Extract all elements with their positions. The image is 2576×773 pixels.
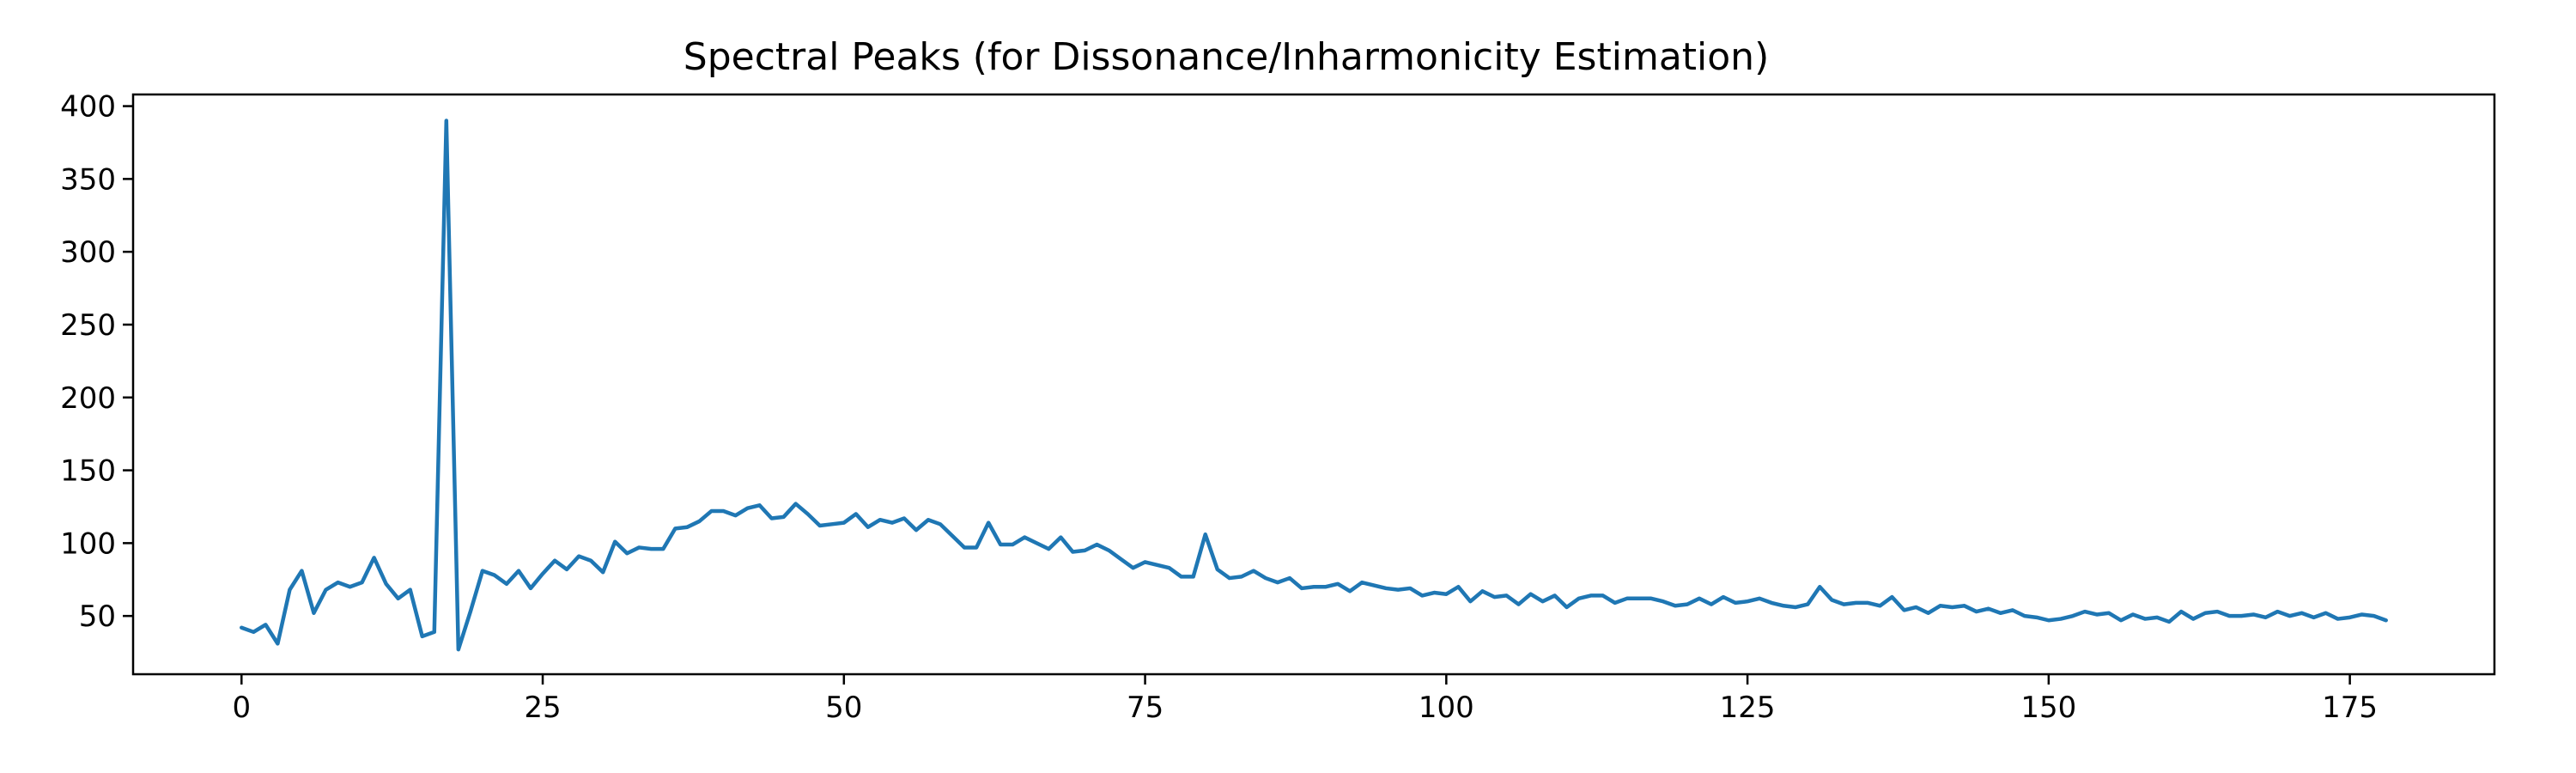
- y-tick-label: 150: [60, 454, 116, 489]
- y-tick-label: 200: [60, 381, 116, 416]
- plot-area: 0 25 50 75 100 125 150 175 50 100 150 200 250 300 350 4…: [60, 90, 2496, 725]
- x-tick-label: 125: [1720, 691, 1776, 725]
- x-tick-label: 100: [1419, 691, 1474, 725]
- series-line: [240, 119, 2388, 652]
- x-tick-label: 175: [2322, 691, 2378, 725]
- x-tick-label: 25: [524, 691, 561, 725]
- y-tick-label: 100: [60, 526, 116, 561]
- y-tick-label: 300: [60, 235, 116, 270]
- axes-frame: [131, 93, 2496, 676]
- x-tick-label: 75: [1127, 691, 1163, 725]
- y-tick-label: 400: [60, 90, 116, 125]
- y-tick-label: 250: [60, 308, 116, 343]
- x-tick-label: 50: [825, 691, 862, 725]
- chart-title: Spectral Peaks (for Dissonance/Inharmoni…: [683, 35, 1769, 79]
- x-tick-label: 150: [2020, 691, 2076, 725]
- y-tick-label: 50: [79, 600, 116, 634]
- y-tick-label: 350: [60, 162, 116, 197]
- x-tick-label: 0: [232, 691, 251, 725]
